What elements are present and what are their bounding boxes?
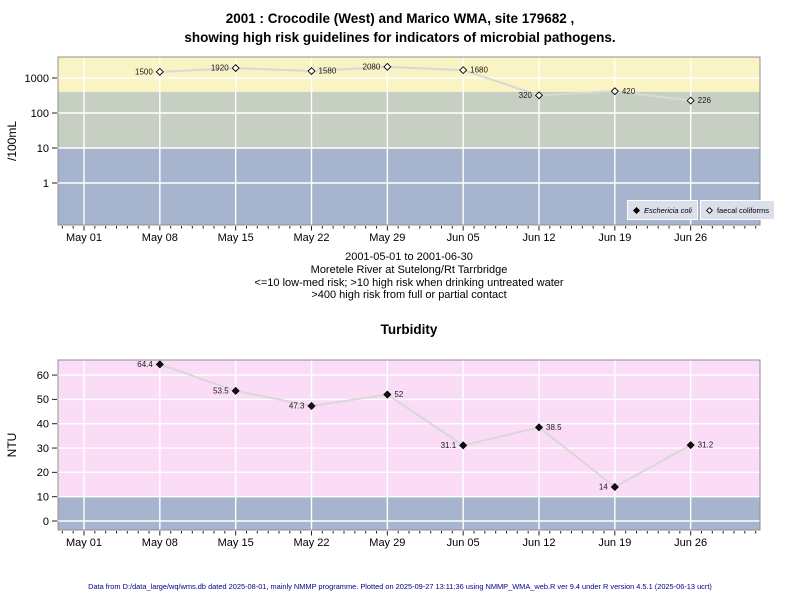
gridlines xyxy=(58,57,760,225)
y-tick-label: 10 xyxy=(37,491,49,503)
subtext-risk-line1: <=10 low-med risk; >10 high risk when dr… xyxy=(254,276,564,289)
x-tick-label: Jun 26 xyxy=(674,232,707,244)
band-above-10-ntu xyxy=(58,360,760,497)
y-axis-title: /100mL xyxy=(5,121,19,161)
legend-label-eschericia-coli: Eschericia coli xyxy=(644,205,692,215)
x-tick-label: May 08 xyxy=(142,232,178,244)
point-label: 31.2 xyxy=(698,441,714,450)
y-tick-label: 60 xyxy=(37,370,49,382)
y-axis: 0 10 20 30 40 50 60 xyxy=(37,370,57,528)
point-label: 31.1 xyxy=(441,441,457,450)
turbidity-chart: May 01 May 08 May 15 May 22 May 29 Jun 05 Jun … xyxy=(5,359,761,549)
y-tick-label: 1000 xyxy=(25,73,49,85)
point-label: 52 xyxy=(394,390,403,399)
x-tick-label: Jun 05 xyxy=(447,537,480,549)
legend-item-faecal-coliforms[interactable]: faecal coliforms xyxy=(699,200,776,220)
point-label: 2080 xyxy=(363,62,381,71)
subtext-date-range: 2001-05-01 to 2001-06-30 xyxy=(345,251,473,263)
turbidity-chart-title: Turbidity xyxy=(380,322,438,337)
subtext-risk-line2: >400 high risk from full or partial cont… xyxy=(311,289,507,302)
y-tick-label: 1 xyxy=(43,178,49,190)
x-tick-label: May 15 xyxy=(218,232,254,244)
x-tick-label: May 08 xyxy=(142,537,178,549)
plot-border xyxy=(57,56,761,226)
x-axis: May 01 May 08 May 15 May 22 May 29 Jun 05 Jun … xyxy=(61,226,757,244)
subtext-site-name: Moretele River at Sutelong/Rt Tarrbridge xyxy=(310,263,508,276)
point-label: 14 xyxy=(599,483,608,492)
page-title-line1: 2001 : Crocodile (West) and Marico WMA, … xyxy=(225,11,575,26)
y-tick-label: 10 xyxy=(37,143,49,155)
page-title-line2: showing high risk guidelines for indicat… xyxy=(184,29,616,45)
x-tick-label: Jun 12 xyxy=(522,232,555,244)
x-tick-label: Jun 19 xyxy=(598,537,631,549)
y-tick-label: 30 xyxy=(37,443,49,455)
x-tick-label: May 22 xyxy=(293,232,329,244)
x-tick-label: May 29 xyxy=(369,232,405,244)
plot-border xyxy=(57,359,761,531)
x-tick-label: May 29 xyxy=(369,537,405,549)
y-axis-title: NTU xyxy=(5,433,19,458)
x-tick-label: May 01 xyxy=(66,537,102,549)
data-line xyxy=(159,363,692,489)
gridlines xyxy=(58,360,760,530)
y-tick-label: 40 xyxy=(37,419,49,431)
series-turbidity: 64.4 53.5 47.3 52 31.1 38.5 14 31.2 xyxy=(137,360,714,492)
y-tick-label: 100 xyxy=(31,108,49,120)
point-label: 1580 xyxy=(319,67,337,76)
point-label: 1680 xyxy=(470,66,488,75)
point-label: 64.4 xyxy=(137,360,153,369)
band-high-risk-drinking xyxy=(58,91,760,149)
point-label: 47.3 xyxy=(289,402,305,411)
point-label: 226 xyxy=(698,96,712,105)
filled-diamond-icon xyxy=(633,206,640,214)
legend-item-eschericia-coli[interactable]: Eschericia coli xyxy=(627,200,698,220)
point-label: 1920 xyxy=(211,64,229,73)
y-tick-label: 50 xyxy=(37,394,49,406)
x-tick-label: Jun 19 xyxy=(598,232,631,244)
footer-provenance: Data from D:/data_large/wq/wms.db dated … xyxy=(88,582,712,591)
point-label: 320 xyxy=(519,91,533,100)
page-title: 2001 : Crocodile (West) and Marico WMA, … xyxy=(0,10,800,47)
chart-subtext: 2001-05-01 to 2001-06-30 Moretele River … xyxy=(58,251,760,302)
x-tick-label: May 15 xyxy=(218,537,254,549)
x-tick-label: May 22 xyxy=(293,537,329,549)
y-tick-label: 20 xyxy=(37,467,49,479)
x-axis: May 01 May 08 May 15 May 22 May 29 Jun 05 Jun … xyxy=(61,531,757,549)
point-label: 38.5 xyxy=(546,423,562,432)
x-tick-label: Jun 05 xyxy=(447,232,480,244)
x-tick-label: Jun 26 xyxy=(674,537,707,549)
legend: Eschericia coli faecal coliforms xyxy=(627,200,776,220)
y-axis: 1 10 100 1000 xyxy=(25,73,57,190)
point-label: 420 xyxy=(622,87,636,96)
data-line xyxy=(159,65,691,102)
x-tick-label: May 01 xyxy=(66,232,102,244)
y-tick-label: 0 xyxy=(43,516,49,528)
legend-label-faecal-coliforms: faecal coliforms xyxy=(716,205,770,215)
band-high-risk-contact xyxy=(58,57,760,92)
point-label: 1500 xyxy=(135,67,153,76)
series-faecal-coliforms: 1500 1920 1580 2080 1680 320 420 226 xyxy=(135,62,712,105)
x-tick-label: Jun 12 xyxy=(522,537,555,549)
open-diamond-icon xyxy=(706,206,713,214)
band-below-10-ntu xyxy=(58,496,760,530)
point-label: 53.5 xyxy=(213,386,229,395)
pathogens-chart: May 01 May 08 May 15 May 22 May 29 Jun 05 Jun … xyxy=(5,56,761,244)
